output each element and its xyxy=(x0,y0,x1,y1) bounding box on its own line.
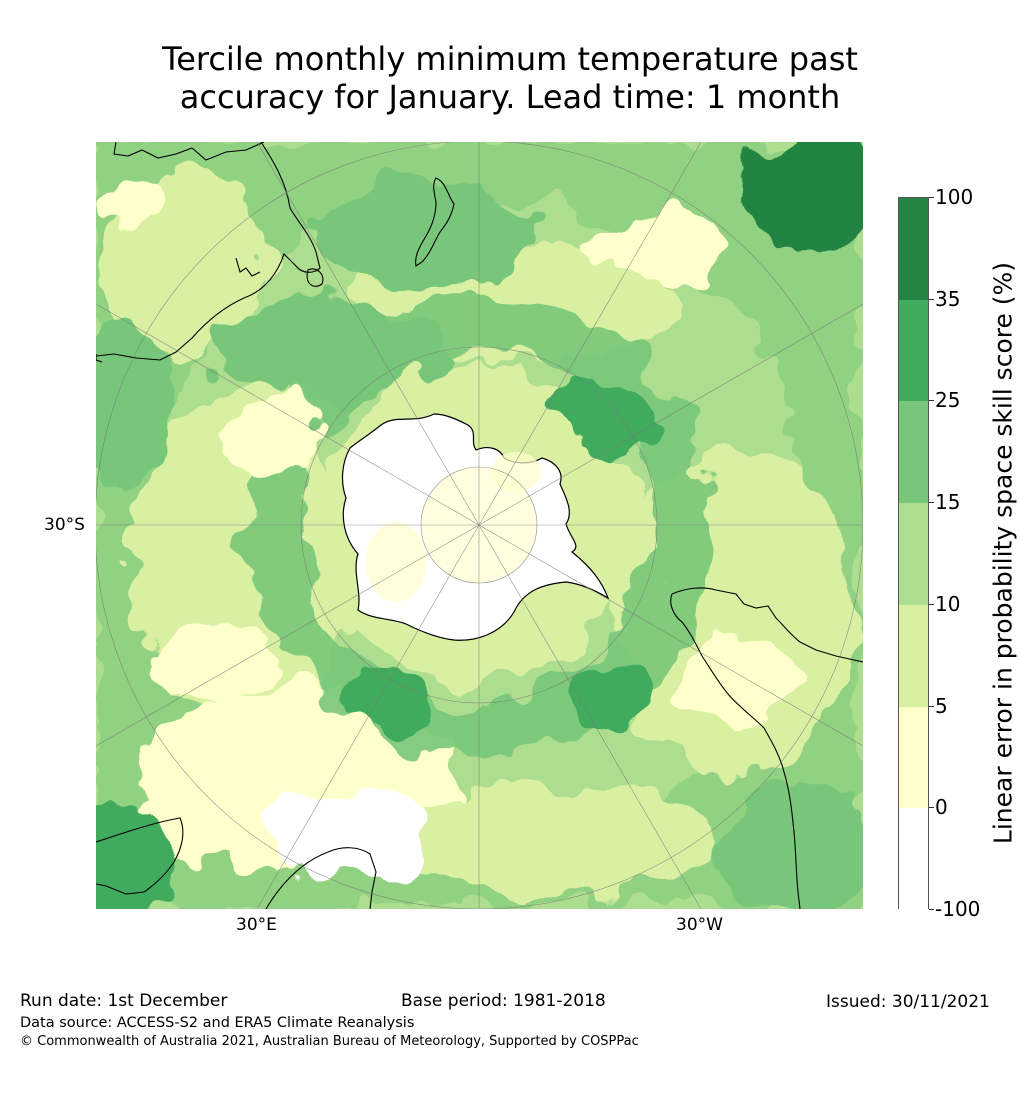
copyright: © Commonwealth of Australia 2021, Austra… xyxy=(20,1034,639,1049)
run-date: Run date: 1st December xyxy=(20,991,228,1011)
graticule xyxy=(96,142,863,909)
colorbar-label: Linear error in probability space skill … xyxy=(988,261,1018,845)
meridian-120w xyxy=(478,303,863,526)
meridian-30e xyxy=(256,524,480,909)
colorbar-segment-3 xyxy=(899,503,928,606)
colorbar-tick-mark xyxy=(929,197,934,198)
colorbar-segment-0 xyxy=(899,198,928,301)
colorbar xyxy=(898,197,929,911)
colorbar-tick-mark xyxy=(929,705,934,707)
colorbar-segment-6 xyxy=(899,808,928,911)
meridian-60w xyxy=(478,524,863,747)
colorbar-segment-4 xyxy=(899,604,928,708)
coast-antarctica-north xyxy=(113,142,265,161)
colorbar-segment-2 xyxy=(899,401,928,504)
coast-madagascar xyxy=(96,817,184,895)
colorbar-tick-mark xyxy=(929,502,934,504)
colorbar-segment-5 xyxy=(899,706,928,809)
coast-gulf xyxy=(235,257,261,277)
colorbar-tick-mark xyxy=(929,400,934,402)
map-svg xyxy=(96,142,863,909)
coast-south-america-top xyxy=(671,587,863,663)
colorbar-tick-label: 25 xyxy=(935,388,961,413)
coast-new-zealand xyxy=(415,177,455,267)
colorbar-segment-1 xyxy=(899,299,928,402)
meridian-150w xyxy=(478,142,702,526)
base-period: Base period: 1981-2018 xyxy=(401,991,606,1011)
colorbar-tick-mark xyxy=(929,298,934,300)
polar-map xyxy=(96,142,863,909)
meridian-60e xyxy=(96,524,480,747)
meridian-120e xyxy=(96,303,480,526)
label-30w: 30°W xyxy=(676,915,723,935)
colorbar-tick-label: 10 xyxy=(935,591,961,616)
coast-tasmania xyxy=(306,268,324,287)
coast-africa xyxy=(265,847,377,909)
coast-australia xyxy=(96,142,321,361)
colorbar-tick-mark xyxy=(929,909,934,910)
colorbar-tick-label: 0 xyxy=(935,795,948,820)
coastlines xyxy=(96,142,863,909)
coast-south-america xyxy=(670,593,801,909)
colorbar-tick-label: 100 xyxy=(935,185,974,209)
title-line-2: accuracy for January. Lead time: 1 month xyxy=(179,78,841,116)
meridian-150e xyxy=(256,142,480,526)
title-line-1: Tercile monthly minimum temperature past xyxy=(162,40,858,78)
chart-title: Tercile monthly minimum temperature past… xyxy=(0,40,1020,116)
colorbar-tick-mark xyxy=(929,603,934,605)
colorbar-tick-label: 15 xyxy=(935,490,961,515)
meridian-30w xyxy=(478,524,702,909)
data-source: Data source: ACCESS-S2 and ERA5 Climate … xyxy=(20,1015,415,1031)
colorbar-tick-label: -100 xyxy=(935,897,981,921)
colorbar-tick-label: 35 xyxy=(935,286,961,311)
issued-date: Issued: 30/11/2021 xyxy=(826,992,990,1012)
label-30e: 30°E xyxy=(236,915,277,935)
colorbar-tick-label: 5 xyxy=(935,693,948,718)
colorbar-tick-mark xyxy=(929,807,934,809)
label-30s: 30°S xyxy=(44,515,85,535)
